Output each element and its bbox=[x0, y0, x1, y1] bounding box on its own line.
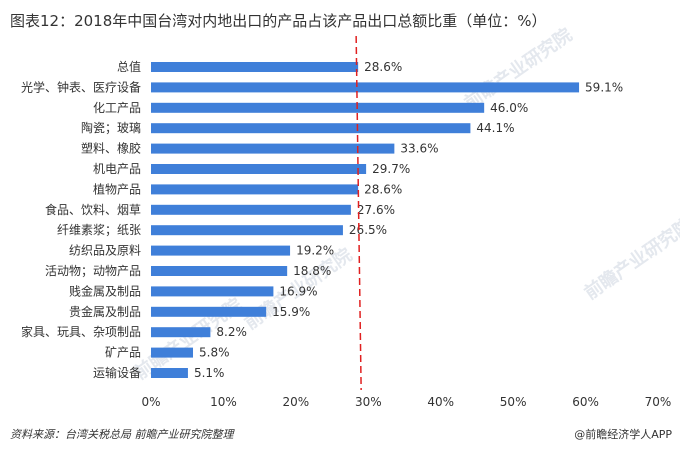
bar bbox=[151, 368, 188, 378]
category-label: 活动物；动物产品 bbox=[45, 264, 141, 278]
bar bbox=[151, 143, 395, 154]
x-tick-label: 0% bbox=[141, 395, 160, 409]
value-label: 28.6% bbox=[364, 60, 402, 74]
watermark-text: 前瞻产业研究院 bbox=[580, 214, 680, 304]
category-label: 塑料、橡胶 bbox=[81, 141, 141, 156]
value-label: 18.8% bbox=[293, 264, 331, 278]
x-tick-label: 10% bbox=[210, 395, 237, 409]
bar bbox=[151, 164, 367, 174]
x-tick-label: 50% bbox=[500, 395, 527, 409]
category-label: 光学、钟表、医疗设备 bbox=[21, 79, 141, 94]
value-label: 46.0% bbox=[490, 101, 528, 115]
x-tick-label: 60% bbox=[572, 395, 599, 409]
category-label: 家具、玩具、杂项制品 bbox=[21, 324, 141, 339]
category-label: 贱金属及制品 bbox=[69, 283, 141, 298]
x-axis-ticks: 0% 10% 20% 30% 40% 50% 60% 70% bbox=[141, 395, 671, 409]
category-label: 化工产品 bbox=[93, 101, 141, 115]
category-label: 总值 bbox=[117, 59, 141, 74]
category-label: 纤维素浆；纸张 bbox=[57, 222, 141, 237]
x-tick-label: 40% bbox=[427, 395, 454, 409]
category-label: 贵金属及制品 bbox=[69, 304, 141, 319]
value-labels: 28.6% 59.1% 46.0% 44.1% 33.6% 29.7% 28.6% 27.6%… bbox=[194, 60, 623, 380]
value-label: 16.9% bbox=[279, 284, 317, 298]
bar bbox=[151, 327, 211, 338]
category-label: 矿产品 bbox=[105, 346, 141, 360]
bar bbox=[151, 184, 359, 195]
value-label: 15.9% bbox=[272, 305, 310, 319]
value-label: 26.5% bbox=[349, 223, 387, 237]
bar bbox=[151, 306, 267, 317]
value-label: 59.1% bbox=[585, 80, 623, 94]
reference-line bbox=[355, 35, 362, 391]
value-label: 29.7% bbox=[372, 162, 410, 176]
bar bbox=[151, 123, 471, 134]
x-tick-label: 30% bbox=[355, 395, 382, 409]
bar bbox=[151, 204, 351, 215]
bars-group bbox=[151, 62, 580, 378]
category-labels: 总值光学、钟表、医疗设备化工产品陶瓷；玻璃塑料、橡胶机电产品植物产品食品、饮料、… bbox=[21, 59, 141, 380]
value-label: 33.6% bbox=[400, 142, 438, 156]
bar bbox=[151, 347, 194, 358]
value-label: 5.1% bbox=[194, 366, 225, 380]
value-label: 28.6% bbox=[364, 182, 402, 196]
x-tick-label: 70% bbox=[645, 395, 672, 409]
value-label: 8.2% bbox=[216, 325, 247, 339]
value-label: 44.1% bbox=[476, 121, 514, 135]
brand-credit: @前瞻经济学人APP bbox=[574, 428, 672, 441]
category-label: 食品、饮料、烟草 bbox=[45, 202, 141, 217]
chart-title: 图表12：2018年中国台湾对内地出口的产品占该产品出口总额比重（单位：%） bbox=[10, 12, 547, 30]
bar bbox=[151, 225, 343, 236]
category-label: 机电产品 bbox=[93, 162, 141, 176]
x-tick-label: 20% bbox=[283, 395, 310, 409]
value-label: 5.8% bbox=[199, 346, 230, 360]
bar bbox=[151, 62, 359, 72]
category-label: 植物产品 bbox=[93, 181, 141, 196]
bar bbox=[151, 286, 274, 297]
value-label: 19.2% bbox=[296, 244, 334, 258]
value-label: 27.6% bbox=[357, 203, 395, 217]
category-label: 纺织品及原料 bbox=[69, 244, 141, 258]
bar bbox=[151, 102, 485, 113]
bar bbox=[151, 266, 288, 276]
bar bbox=[151, 245, 291, 256]
category-label: 陶瓷；玻璃 bbox=[81, 120, 141, 135]
category-label: 运输设备 bbox=[93, 365, 141, 380]
source-note: 资料来源：台湾关税总局 前瞻产业研究院整理 bbox=[10, 428, 234, 441]
bar bbox=[151, 82, 580, 93]
